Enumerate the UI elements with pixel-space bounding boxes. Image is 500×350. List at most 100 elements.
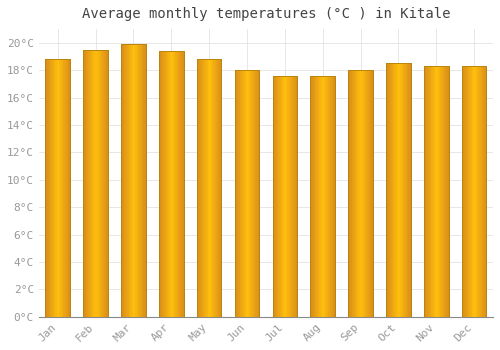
Bar [61,59,62,317]
Bar [363,70,364,317]
Bar [234,70,236,317]
Bar [237,70,238,317]
Title: Average monthly temperatures (°C ) in Kitale: Average monthly temperatures (°C ) in Ki… [82,7,450,21]
Bar [479,66,480,317]
Bar [438,66,440,317]
Bar [464,66,465,317]
Bar [284,76,285,317]
Bar [69,59,70,317]
Bar [326,76,327,317]
Bar [56,59,57,317]
Bar [275,76,276,317]
Bar [320,76,321,317]
Bar [197,59,222,317]
Bar [428,66,429,317]
Bar [107,50,108,317]
Bar [462,66,464,317]
Bar [401,63,402,317]
Bar [166,51,167,317]
Bar [331,76,332,317]
Bar [144,44,145,317]
Bar [103,50,104,317]
Bar [254,70,255,317]
Bar [322,76,324,317]
Bar [472,66,474,317]
Bar [462,66,486,317]
Bar [106,50,107,317]
Bar [135,44,136,317]
Bar [136,44,138,317]
Bar [475,66,476,317]
Bar [51,59,52,317]
Bar [484,66,485,317]
Bar [395,63,396,317]
Bar [349,70,350,317]
Bar [352,70,353,317]
Bar [169,51,170,317]
Bar [84,50,85,317]
Bar [405,63,406,317]
Bar [244,70,246,317]
Bar [310,76,312,317]
Bar [68,59,70,317]
Bar [121,44,122,317]
Bar [476,66,478,317]
Bar [206,59,208,317]
Bar [46,59,70,317]
Bar [311,76,312,317]
Bar [348,70,373,317]
Bar [293,76,294,317]
Bar [99,50,100,317]
Bar [182,51,183,317]
Bar [52,59,53,317]
Bar [386,63,410,317]
Bar [122,44,123,317]
Bar [386,63,387,317]
Bar [367,70,368,317]
Bar [94,50,95,317]
Bar [470,66,471,317]
Bar [409,63,410,317]
Bar [294,76,296,317]
Bar [239,70,240,317]
Bar [469,66,470,317]
Bar [92,50,93,317]
Bar [85,50,86,317]
Bar [170,51,172,317]
Bar [64,59,65,317]
Bar [364,70,366,317]
Bar [96,50,98,317]
Bar [104,50,106,317]
Bar [400,63,401,317]
Bar [289,76,290,317]
Bar [482,66,483,317]
Bar [138,44,139,317]
Bar [478,66,479,317]
Bar [483,66,484,317]
Bar [89,50,90,317]
Bar [462,66,486,317]
Bar [313,76,314,317]
Bar [410,63,411,317]
Bar [180,51,181,317]
Bar [350,70,352,317]
Bar [163,51,164,317]
Bar [279,76,280,317]
Bar [215,59,216,317]
Bar [366,70,367,317]
Bar [181,51,182,317]
Bar [370,70,372,317]
Bar [93,50,94,317]
Bar [348,70,373,317]
Bar [334,76,335,317]
Bar [220,59,222,317]
Bar [238,70,239,317]
Bar [201,59,202,317]
Bar [134,44,135,317]
Bar [466,66,467,317]
Bar [321,76,322,317]
Bar [126,44,127,317]
Bar [90,50,92,317]
Bar [356,70,358,317]
Bar [198,59,200,317]
